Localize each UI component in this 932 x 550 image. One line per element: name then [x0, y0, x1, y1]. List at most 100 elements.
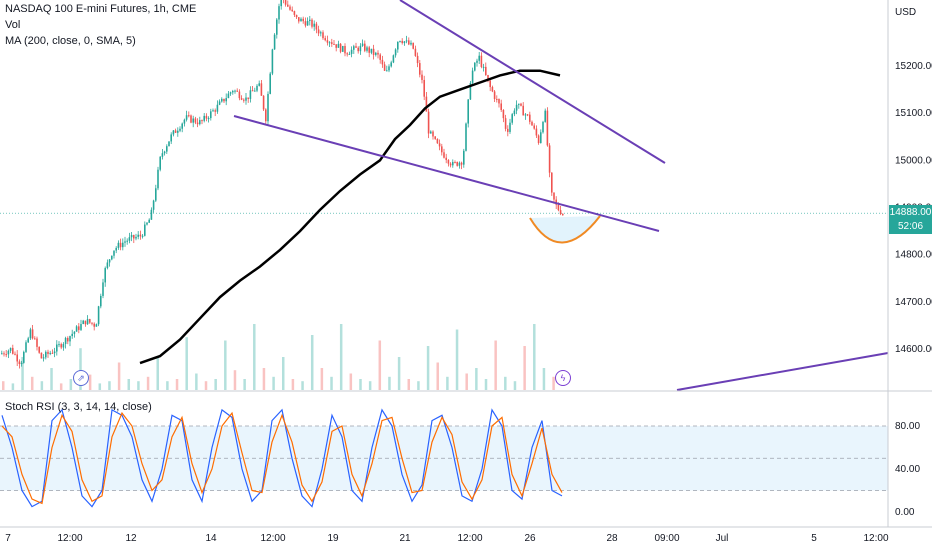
- candle-body: [256, 85, 258, 91]
- candle-body: [520, 103, 522, 106]
- cup-curve: [529, 215, 601, 244]
- candle-body: [163, 151, 166, 154]
- candle-body: [227, 93, 230, 99]
- candle-body: [432, 131, 434, 137]
- volume-bar: [204, 381, 208, 390]
- candle-body: [278, 6, 280, 20]
- candle-body: [128, 237, 131, 241]
- candle-body: [496, 98, 498, 100]
- candle-body: [441, 146, 443, 153]
- candle-body: [67, 337, 69, 342]
- candle-body: [295, 14, 298, 18]
- candle-body: [542, 121, 544, 133]
- candle-body: [126, 240, 128, 242]
- volume-bar: [59, 383, 63, 390]
- volume-bar: [117, 362, 121, 390]
- candle-body: [168, 141, 170, 147]
- split-event-icon[interactable]: ⇗: [73, 370, 89, 386]
- volume-bar: [301, 381, 304, 390]
- candle-body: [357, 47, 359, 52]
- candle-body: [443, 152, 445, 158]
- candle-body: [335, 44, 337, 48]
- candle-body: [280, 0, 282, 7]
- countdown-tag: 52:06: [889, 220, 932, 234]
- volume-bar: [11, 383, 15, 390]
- candle-body: [284, 0, 287, 5]
- candle-body: [133, 234, 135, 239]
- candle-body: [359, 45, 362, 52]
- time-tick-label: 12:00: [457, 533, 482, 544]
- candle-body: [412, 42, 414, 49]
- candle-body: [269, 73, 271, 94]
- candle-body: [504, 118, 507, 129]
- candle-body: [177, 130, 179, 133]
- candle-body: [419, 63, 421, 75]
- volume-bar: [272, 376, 275, 390]
- candle-body: [232, 91, 234, 93]
- candle-body: [355, 46, 357, 48]
- time-tick-label: 14: [205, 533, 217, 544]
- last-price-tag: 14888.00: [889, 205, 932, 221]
- volume-bar: [542, 368, 546, 390]
- candle-body: [478, 55, 480, 61]
- volume-bar: [407, 379, 411, 390]
- chart-title[interactable]: NASDAQ 100 E-mini Futures, 1h, CME: [5, 3, 197, 15]
- candle-body: [73, 331, 76, 334]
- candle-body: [254, 90, 256, 92]
- candle-body: [397, 41, 399, 50]
- candle-body: [361, 43, 364, 46]
- volume-bar: [504, 376, 507, 390]
- candle-body: [392, 55, 395, 63]
- volume-bar: [88, 374, 92, 390]
- candle-body: [185, 115, 188, 120]
- candle-body: [190, 115, 192, 123]
- candle-body: [192, 118, 194, 123]
- candle-body: [104, 268, 106, 283]
- candle-body: [159, 156, 161, 170]
- candle-body: [221, 98, 223, 102]
- candle-body: [16, 354, 18, 362]
- candle-body: [557, 204, 560, 211]
- ma-legend[interactable]: MA (200, close, 0, SMA, 5): [5, 35, 136, 47]
- candle-body: [324, 38, 326, 41]
- volume-bar: [137, 381, 140, 390]
- candle-body: [45, 351, 47, 358]
- candle-body: [31, 329, 34, 339]
- candle-body: [201, 120, 203, 122]
- time-tick-label: 12:00: [260, 533, 285, 544]
- candle-body: [188, 115, 190, 117]
- volume-legend[interactable]: Vol: [5, 19, 21, 31]
- candle-body: [56, 344, 58, 352]
- volume-bar: [523, 346, 526, 390]
- candle-body: [522, 105, 524, 116]
- candle-body: [507, 128, 509, 132]
- candle-body: [273, 34, 276, 50]
- volume-bar: [455, 329, 459, 390]
- stoch-legend[interactable]: Stoch RSI (3, 3, 14, 14, close): [5, 401, 152, 413]
- candle-body: [49, 352, 51, 354]
- candle-body: [546, 110, 549, 146]
- candle-body: [258, 83, 260, 86]
- candle-body: [89, 319, 91, 323]
- volume-bar: [214, 379, 217, 390]
- candle-body: [115, 247, 117, 251]
- candle-body: [218, 101, 221, 105]
- candle-body: [75, 326, 78, 332]
- candle-body: [47, 351, 49, 354]
- candle-body: [491, 87, 494, 92]
- candle-body: [300, 18, 302, 22]
- support-trendline: [676, 352, 889, 391]
- candle-body: [529, 114, 531, 122]
- candle-body: [353, 46, 355, 50]
- volume-bar: [146, 376, 150, 390]
- candle-body: [245, 97, 247, 101]
- candle-body: [471, 70, 474, 83]
- trendline-drawings[interactable]: [233, 0, 889, 391]
- candle-body: [243, 99, 245, 101]
- candle-body: [1, 353, 3, 355]
- time-tick-label: 19: [327, 533, 339, 544]
- candle-body: [38, 346, 40, 353]
- candle-body: [328, 42, 331, 44]
- lightning-event-icon[interactable]: ϟ: [555, 370, 571, 386]
